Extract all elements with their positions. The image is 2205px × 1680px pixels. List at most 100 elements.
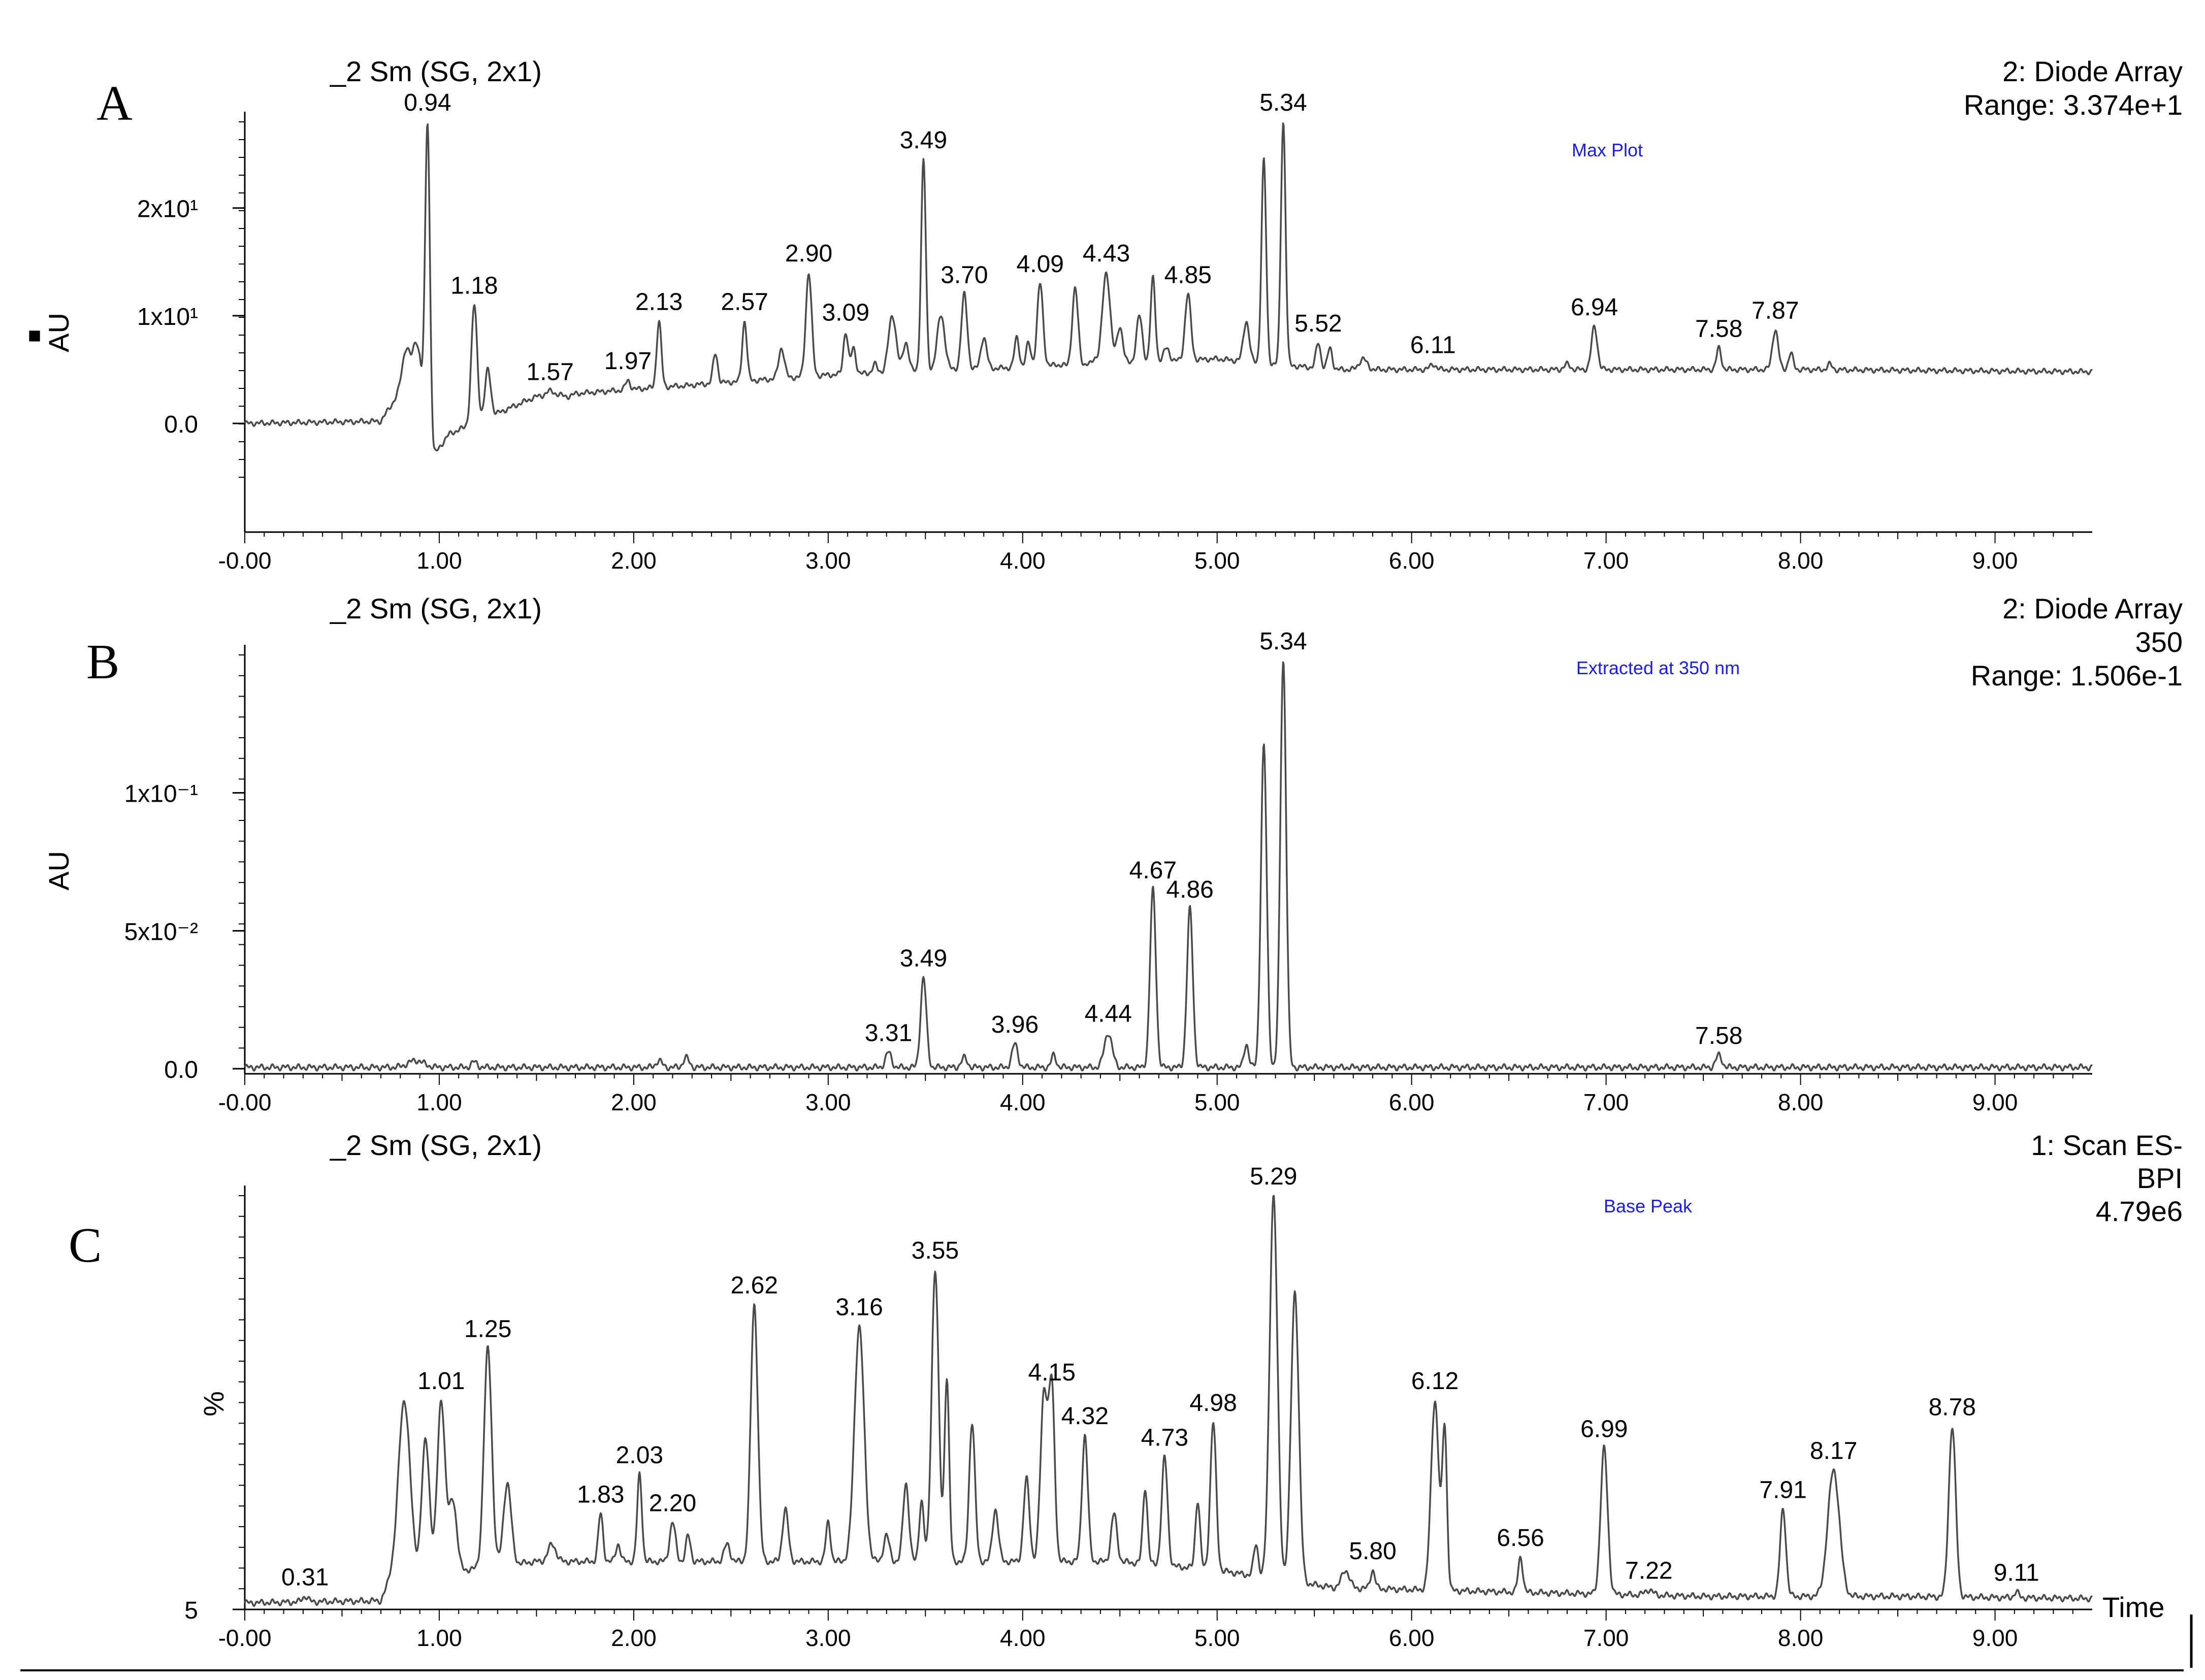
x-tick-label: 3.00: [805, 1625, 851, 1651]
x-tick-label: 2.00: [611, 547, 657, 574]
peak-label: 5.80: [1349, 1538, 1396, 1565]
y-tick-label: 5: [184, 1597, 198, 1624]
panel-a-header-right-1: 2: Diode Array: [2002, 55, 2183, 87]
x-tick-label: 5.00: [1194, 547, 1240, 574]
peak-label: 6.94: [1571, 294, 1618, 321]
peak-label: 2.90: [785, 240, 832, 267]
peak-label: 7.87: [1752, 297, 1799, 324]
peak-label: 3.49: [900, 127, 947, 154]
peak-label: 3.31: [865, 1019, 912, 1046]
peak-label: 8.78: [1929, 1394, 1976, 1421]
peak-label: 4.86: [1166, 876, 1213, 903]
peak-label: 4.43: [1083, 240, 1130, 267]
x-tick-label: 6.00: [1389, 1089, 1435, 1115]
chromatogram-trace: [244, 661, 2093, 1072]
x-tick-label: 2.00: [611, 1625, 657, 1651]
x-tick-label: 9.00: [1972, 547, 2018, 574]
peak-label: 6.11: [1410, 332, 1456, 358]
panel-a: A _2 Sm (SG, 2x1) 2: Diode Array Range: …: [28, 55, 2183, 352]
panel-c-letter: C: [69, 1218, 102, 1273]
peak-label: 3.96: [991, 1011, 1039, 1038]
panel-a-annotation: Max Plot: [1572, 140, 1643, 160]
peak-label: 5.34: [1259, 89, 1307, 116]
panel-c-y-axis-label: %: [198, 1391, 230, 1417]
x-tick-label: -0.00: [218, 547, 272, 574]
panel-b-header-right-2: 350: [2135, 626, 2183, 658]
x-tick-label: 1.00: [416, 1089, 462, 1115]
panel-c: C _2 Sm (SG, 2x1) 1: Scan ES- BPI 4.79e6…: [69, 1129, 2183, 1623]
y-tick-label: 2x10¹: [137, 196, 198, 223]
peak-label: 6.12: [1411, 1368, 1458, 1395]
peak-label: 5.34: [1259, 628, 1307, 655]
x-tick-label: 7.00: [1583, 1625, 1629, 1651]
peak-label: 3.16: [835, 1294, 883, 1321]
y-tick-label: 1x10¹: [137, 304, 198, 331]
plot-layer: -0.00 1.00 2.00 3.00 4.00 5.00 6.00 7.00 8.00 9.0…: [124, 89, 2093, 1651]
chromatogram-trace: [244, 122, 2093, 452]
plot-panel-a: -0.00 1.00 2.00 3.00 4.00 5.00 6.00 7.00 8.00 9.0…: [137, 89, 2093, 574]
x-tick-label: 3.00: [805, 1089, 851, 1115]
y-tick-label: 1x10⁻¹: [124, 781, 198, 808]
peak-label: 4.32: [1061, 1403, 1109, 1430]
x-tick-label: 5.00: [1194, 1625, 1240, 1651]
chromatogram-trace: [244, 1195, 2093, 1607]
x-tick-label: 1.00: [416, 1625, 462, 1651]
x-tick-label: 8.00: [1778, 1625, 1824, 1651]
x-tick-label: 7.00: [1583, 547, 1629, 574]
peak-label: 2.62: [731, 1272, 778, 1299]
x-tick-label: 6.00: [1389, 1625, 1435, 1651]
y-tick-label: 5x10⁻²: [124, 918, 198, 945]
peak-label: 7.58: [1695, 1023, 1742, 1049]
panel-c-x-axis-label: Time: [2102, 1591, 2164, 1623]
x-tick-label: 3.00: [805, 547, 851, 574]
panel-a-letter: A: [96, 76, 133, 131]
peak-label: 8.17: [1810, 1437, 1857, 1464]
panel-b-annotation: Extracted at 350 nm: [1576, 657, 1740, 678]
x-tick-label: 5.00: [1194, 1089, 1240, 1115]
peak-label: 1.18: [450, 273, 498, 300]
peak-label: 5.52: [1294, 310, 1342, 337]
peak-label: 7.22: [1625, 1557, 1672, 1584]
peak-label: 4.44: [1085, 1000, 1132, 1027]
plot-panel-c: -0.00 1.00 2.00 3.00 4.00 5.00 6.00 7.00 8.00 9.0…: [184, 1163, 2093, 1651]
peak-label: 5.29: [1250, 1163, 1297, 1190]
panel-b-y-axis-label: AU: [43, 851, 75, 891]
panel-b-header-left: _2 Sm (SG, 2x1): [330, 592, 542, 624]
peak-label: 1.25: [464, 1315, 511, 1342]
y-tick-label: 0.0: [164, 411, 198, 438]
plot-panel-b: -0.00 1.00 2.00 3.00 4.00 5.00 6.00 7.00 8.00 9.0…: [124, 628, 2093, 1115]
peak-label: 4.09: [1017, 251, 1064, 278]
x-tick-label: 4.00: [1000, 1625, 1046, 1651]
panel-b-letter: B: [86, 635, 119, 689]
panel-a-header-left: _2 Sm (SG, 2x1): [330, 55, 542, 87]
peak-label: 1.57: [527, 358, 574, 385]
x-tick-label: 2.00: [611, 1089, 657, 1115]
peak-label: 4.85: [1164, 261, 1212, 288]
panel-c-header-right-3: 4.79e6: [2096, 1195, 2183, 1227]
peak-label: 1.97: [604, 348, 652, 375]
x-tick-label: 7.00: [1583, 1089, 1629, 1115]
peak-label: 7.58: [1695, 315, 1742, 342]
x-tick-label: 1.00: [416, 547, 462, 574]
x-tick-label: 9.00: [1972, 1089, 2018, 1115]
panel-b: B _2 Sm (SG, 2x1) 2: Diode Array 350 Ran…: [43, 592, 2183, 891]
peak-label: 2.13: [635, 288, 683, 315]
panel-c-header-left: _2 Sm (SG, 2x1): [330, 1129, 542, 1161]
peak-label: 0.31: [281, 1564, 329, 1591]
panel-a-marker-icon: ■: [28, 323, 42, 348]
x-tick-label: -0.00: [218, 1089, 272, 1115]
panel-c-annotation: Base Peak: [1604, 1196, 1693, 1216]
peak-label: 6.56: [1497, 1525, 1544, 1552]
panel-b-header-right-1: 2: Diode Array: [2002, 592, 2183, 624]
panel-c-header-right-2: BPI: [2137, 1162, 2183, 1194]
peak-label: 4.15: [1028, 1359, 1076, 1386]
peak-label: 0.94: [404, 89, 451, 116]
x-tick-label: 8.00: [1778, 1089, 1824, 1115]
peak-label: 3.09: [822, 300, 869, 326]
peak-label: 7.91: [1759, 1477, 1806, 1504]
y-tick-label: 0.0: [164, 1057, 198, 1083]
peak-label: 1.83: [577, 1481, 624, 1508]
panel-a-y-axis-label: AU: [43, 313, 75, 352]
